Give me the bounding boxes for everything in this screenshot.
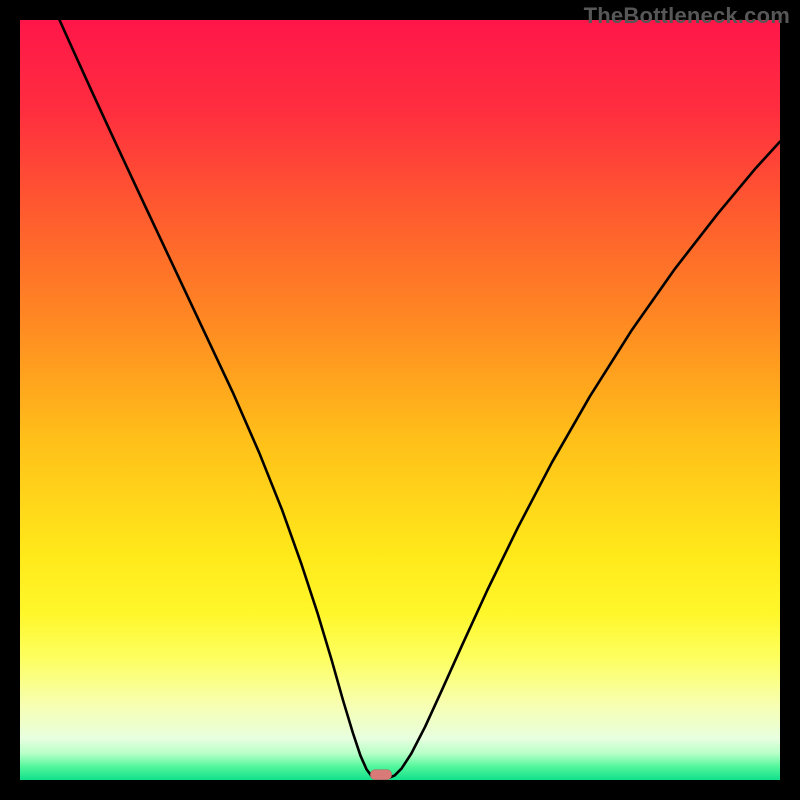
- minimum-marker: [370, 770, 391, 780]
- watermark-text: TheBottleneck.com: [584, 3, 790, 29]
- gradient-background: [20, 20, 780, 780]
- plot-area: [20, 20, 780, 780]
- chart-frame: TheBottleneck.com: [0, 0, 800, 800]
- chart-svg: [20, 20, 780, 780]
- frame-border-bottom: [0, 780, 800, 800]
- frame-border-left: [0, 0, 20, 800]
- frame-border-right: [780, 0, 800, 800]
